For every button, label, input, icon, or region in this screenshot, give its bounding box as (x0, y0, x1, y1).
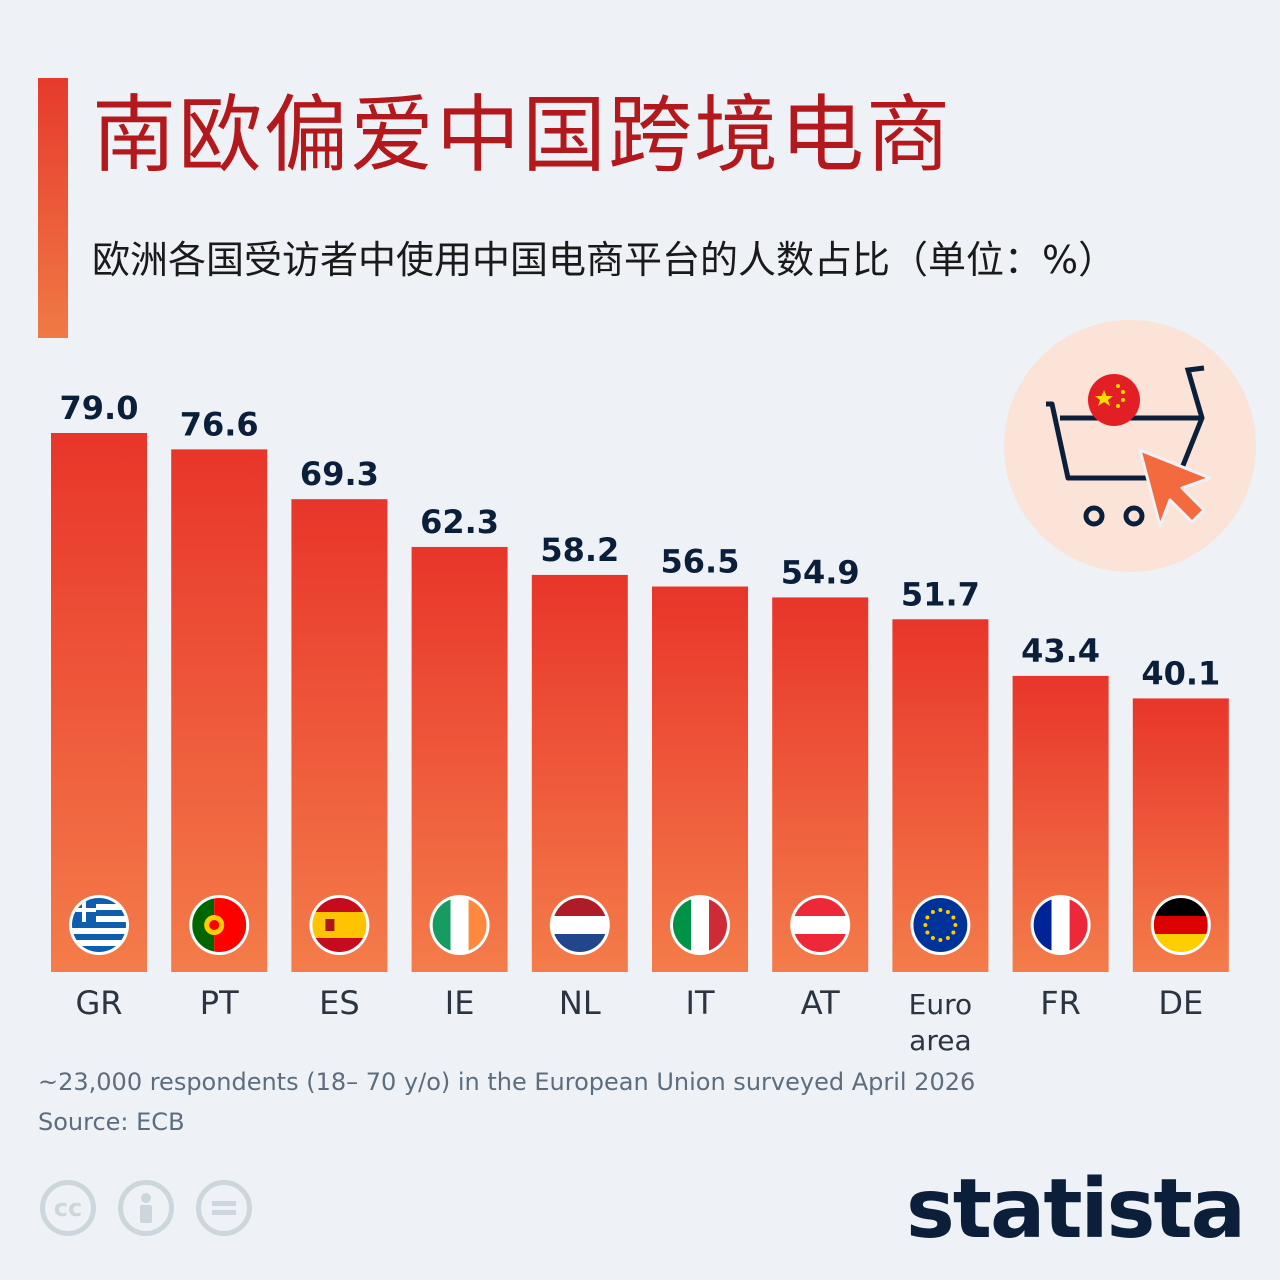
value-label: 40.1 (1141, 654, 1220, 692)
attribution-icon (118, 1180, 174, 1236)
greece-flag-icon (69, 895, 129, 955)
category-label: AT (801, 984, 840, 1022)
survey-note: ~23,000 respondents (18– 70 y/o) in the … (38, 1068, 976, 1096)
netherlands-flag-icon (549, 895, 610, 955)
source-line: Source: ECB (38, 1108, 185, 1136)
italy-flag-icon (670, 895, 730, 955)
china-flag-icon (1088, 374, 1140, 426)
eu-flag-icon (910, 895, 971, 955)
france-flag-icon (1030, 895, 1091, 955)
chart-title: 南欧偏爱中国跨境电商 (92, 86, 953, 184)
category-label: IT (686, 984, 715, 1022)
category-label: PT (200, 984, 239, 1022)
value-label: 62.3 (420, 503, 499, 541)
germany-flag-icon (1150, 895, 1211, 955)
value-label: 58.2 (540, 531, 619, 569)
category-label: DE (1158, 984, 1203, 1022)
statista-logo-icon: statista (906, 1162, 1246, 1257)
category-label: ES (319, 984, 360, 1022)
category-label: IE (445, 984, 475, 1022)
portugal-flag-icon (189, 895, 250, 955)
austria-flag-icon (790, 895, 851, 955)
value-label: 54.9 (781, 553, 860, 591)
value-label: 51.7 (901, 575, 980, 613)
bar-gr (51, 433, 147, 972)
value-label: 56.5 (661, 543, 740, 581)
chart-subtitle: 欧洲各国受访者中使用中国电商平台的人数占比（单位：%） (92, 238, 1117, 282)
title-accent-bar (38, 78, 68, 338)
bar-pt (171, 449, 268, 972)
cc-icon: cc (40, 1180, 96, 1236)
ireland-flag-icon (429, 895, 490, 955)
value-label: 76.6 (180, 405, 259, 443)
category-label: GR (75, 984, 122, 1022)
category-label: Euro (909, 988, 972, 1021)
category-label: area (909, 1024, 971, 1057)
category-label: FR (1040, 984, 1081, 1022)
bar-es (291, 499, 388, 972)
no-derivatives-icon (196, 1180, 252, 1236)
spain-flag-icon (309, 895, 370, 955)
bar-chart: 79.0 GR 76.6 PT 69.3 ES 62.3 IE 58.2 NL 56.5 IT 54.9… (51, 389, 1229, 1057)
category-label: NL (559, 984, 601, 1022)
shopping-cart-icon (1004, 320, 1256, 572)
value-label: 69.3 (300, 455, 379, 493)
value-label: 79.0 (60, 389, 139, 427)
cursor-icon (1138, 448, 1212, 528)
value-label: 43.4 (1021, 632, 1100, 670)
